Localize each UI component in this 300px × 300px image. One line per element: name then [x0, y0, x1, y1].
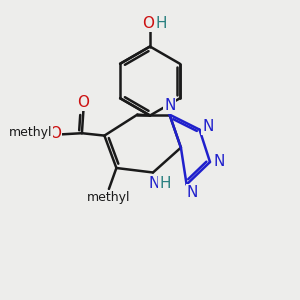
Text: N: N: [164, 98, 176, 113]
Text: N: N: [186, 185, 198, 200]
Text: O: O: [49, 126, 61, 141]
Text: methyl: methyl: [87, 191, 130, 204]
Text: N: N: [148, 176, 160, 191]
Text: H: H: [159, 176, 171, 191]
Text: N: N: [214, 154, 225, 169]
Text: H: H: [156, 16, 167, 32]
Text: N: N: [202, 119, 214, 134]
Text: methyl: methyl: [8, 126, 52, 140]
Text: O: O: [77, 95, 89, 110]
Text: O: O: [142, 16, 154, 32]
